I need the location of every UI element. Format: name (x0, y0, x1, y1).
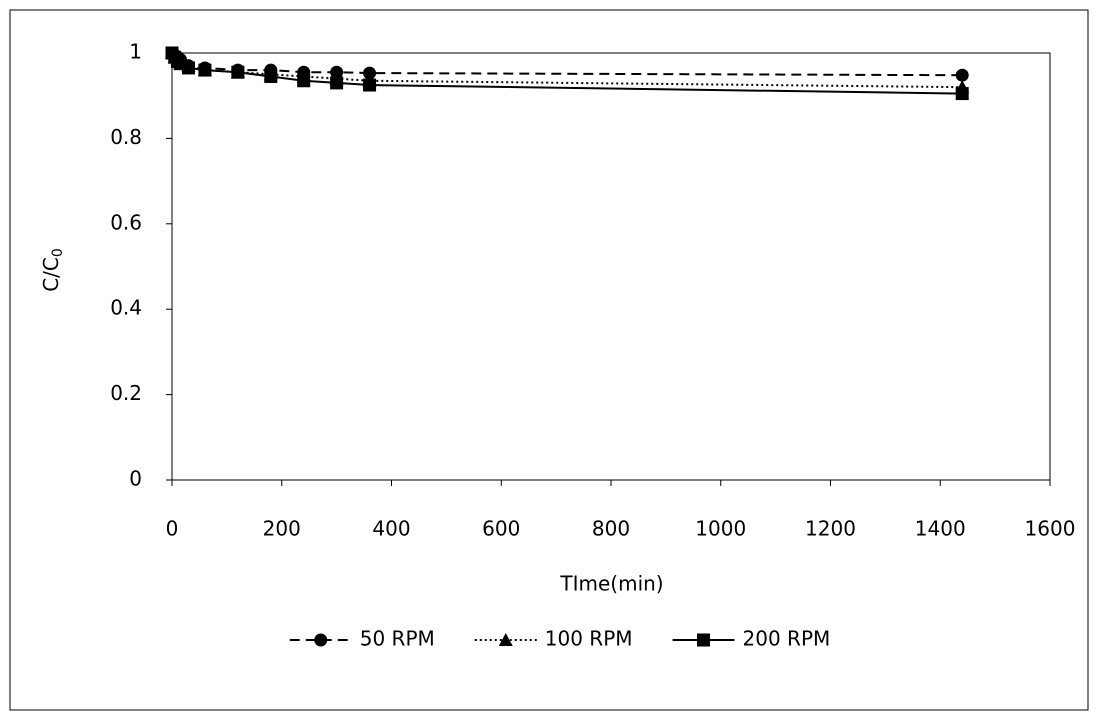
data-point (198, 64, 211, 77)
page: TIme(min) C/C0 00.20.40.60.8102004006008… (0, 0, 1100, 711)
y-axis-title-sub: 0 (50, 248, 66, 257)
x-tick-label: 800 (592, 517, 630, 541)
x-tick-label: 600 (482, 517, 520, 541)
data-point (330, 76, 343, 89)
y-axis-title-main: C/C (39, 257, 63, 292)
x-axis-title: TIme(min) (559, 572, 663, 596)
legend-label: 50 RPM (360, 627, 435, 651)
x-tick-label: 1600 (1025, 517, 1076, 541)
data-point (956, 69, 969, 82)
legend-marker (697, 634, 710, 647)
data-point (297, 74, 310, 87)
data-point (231, 66, 244, 79)
data-point (956, 87, 969, 100)
data-point (182, 61, 195, 74)
y-tick-label: 0.8 (110, 125, 142, 149)
data-point (363, 79, 376, 92)
x-tick-label: 0 (166, 517, 179, 541)
legend-marker (314, 634, 327, 647)
x-tick-label: 1000 (695, 517, 746, 541)
y-tick-label: 0.6 (110, 210, 142, 234)
y-tick-label: 0 (129, 467, 142, 491)
data-point (264, 70, 277, 83)
y-tick-label: 0.4 (110, 296, 142, 320)
x-tick-label: 1400 (915, 517, 966, 541)
legend-label: 100 RPM (545, 627, 633, 651)
x-tick-label: 200 (263, 517, 301, 541)
y-tick-label: 0.2 (110, 381, 142, 405)
legend-label: 200 RPM (743, 627, 831, 651)
x-tick-label: 1200 (805, 517, 856, 541)
chart: TIme(min) C/C0 00.20.40.60.8102004006008… (0, 0, 1100, 711)
x-tick-label: 400 (372, 517, 410, 541)
y-tick-label: 1 (129, 40, 142, 64)
